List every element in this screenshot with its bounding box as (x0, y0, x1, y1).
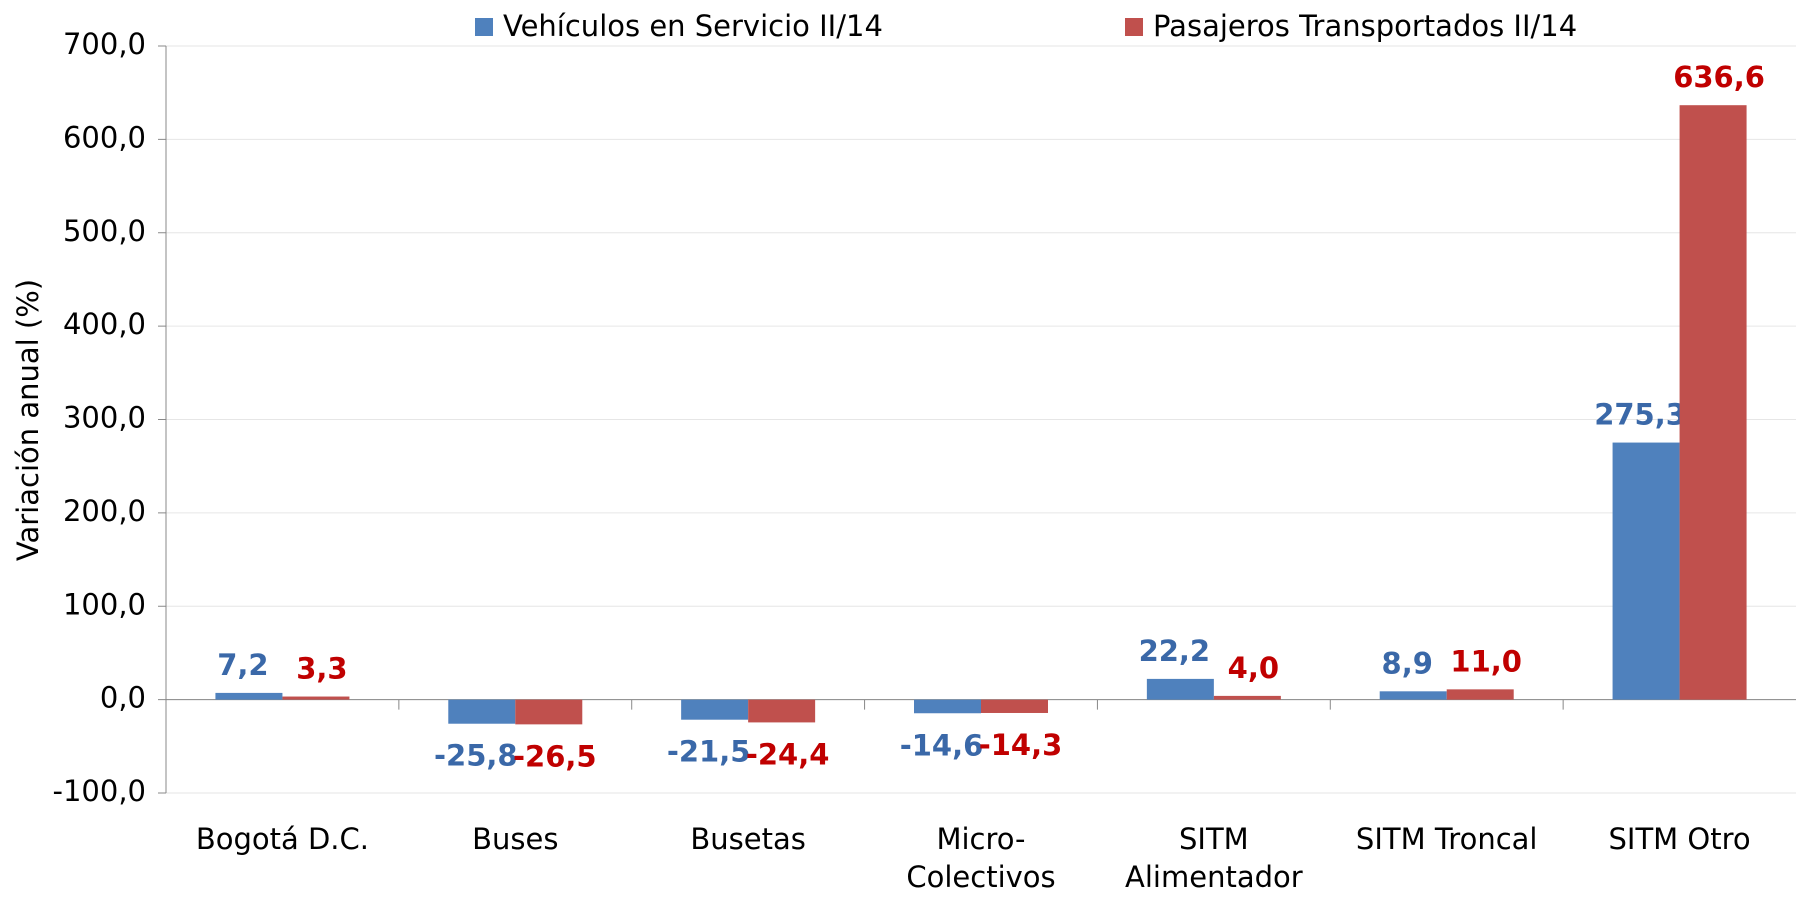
x-tick-label: Buses (472, 822, 558, 856)
value-label: -26,5 (513, 739, 597, 773)
x-tick-label: Busetas (690, 822, 805, 856)
value-label: 636,6 (1673, 60, 1765, 94)
legend-label: Pasajeros Transportados II/14 (1153, 9, 1577, 43)
x-tick-label: Micro-Colectivos (906, 822, 1055, 894)
bar (914, 699, 981, 714)
x-tick-label: SITM Otro (1609, 822, 1751, 856)
y-axis-title: Variación anual (%) (11, 279, 45, 561)
bar (515, 699, 583, 725)
bar (1213, 695, 1281, 700)
value-label: -24,4 (746, 737, 830, 771)
value-label: 3,3 (296, 652, 347, 686)
value-label: 8,9 (1382, 646, 1433, 680)
bar (448, 699, 516, 724)
bar (981, 699, 1048, 713)
y-tick-label: -100,0 (53, 774, 147, 808)
value-label: 22,2 (1139, 634, 1211, 668)
bar (748, 699, 816, 723)
value-label: -14,6 (900, 728, 984, 762)
legend-label: Vehículos en Servicio II/14 (503, 9, 883, 43)
value-label: -25,8 (434, 739, 518, 773)
bar (681, 699, 749, 720)
bar (1446, 689, 1514, 700)
value-label: 11,0 (1450, 644, 1522, 678)
y-tick-label: 0,0 (100, 681, 146, 715)
y-tick-label: 400,0 (63, 307, 146, 341)
bar (1612, 442, 1680, 700)
bar (282, 696, 350, 700)
y-tick-label: 500,0 (63, 214, 146, 248)
value-label: 275,3 (1594, 398, 1686, 432)
legend-swatch (475, 18, 493, 36)
bar (1379, 691, 1447, 700)
legend-swatch (1125, 18, 1143, 36)
value-label: -21,5 (667, 735, 751, 769)
value-label: -14,3 (979, 728, 1063, 762)
x-tick-label: SITM Alimentador (1125, 822, 1303, 894)
x-tick-label: SITM Troncal (1356, 822, 1538, 856)
bar (1146, 678, 1214, 700)
bar (1679, 105, 1747, 700)
y-tick-label: 300,0 (63, 401, 146, 435)
value-label: 7,2 (217, 648, 268, 682)
y-tick-label: 100,0 (63, 587, 146, 621)
y-tick-label: 700,0 (63, 27, 146, 61)
x-tick-label: Bogotá D.C. (196, 822, 369, 856)
y-tick-label: 600,0 (63, 120, 146, 154)
value-label: 4,0 (1228, 651, 1279, 685)
y-tick-label: 200,0 (63, 494, 146, 528)
bar (215, 692, 283, 700)
